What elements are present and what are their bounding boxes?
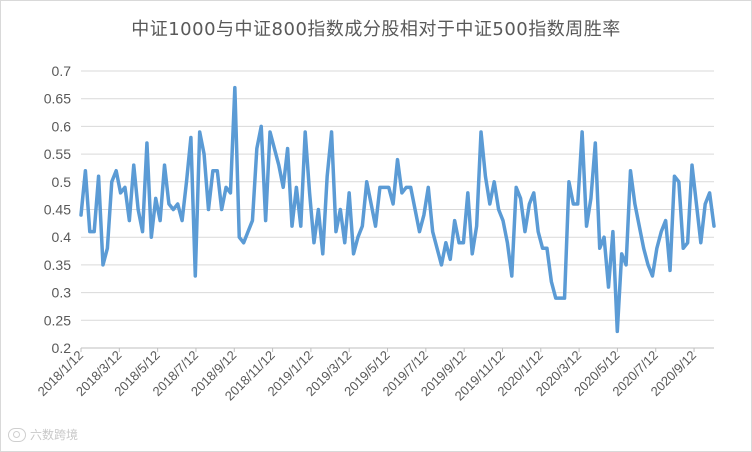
y-tick-label: 0.65 bbox=[44, 91, 71, 107]
y-tick-label: 0.5 bbox=[52, 174, 72, 190]
gridlines bbox=[81, 70, 714, 349]
series-group bbox=[79, 85, 716, 334]
y-tick-label: 0.7 bbox=[52, 63, 72, 79]
y-tick-label: 0.2 bbox=[52, 340, 72, 356]
y-tick-label: 0.6 bbox=[52, 118, 72, 134]
watermark: 六数跨境 bbox=[8, 426, 78, 443]
y-tick-label: 0.3 bbox=[52, 285, 72, 301]
watermark-text: 六数跨境 bbox=[30, 428, 79, 442]
y-tick-label: 0.35 bbox=[44, 257, 71, 273]
y-tick-label: 0.4 bbox=[52, 229, 72, 245]
y-tick-label: 0.45 bbox=[44, 202, 71, 218]
x-axis-ticks: 2018/1/122018/3/122018/5/122018/7/122018… bbox=[35, 348, 700, 404]
camera-lens-icon bbox=[8, 427, 26, 442]
y-axis-ticks: 0.2 0.25 0.3 0.35 0.4 0.45 0.5 0.55 0.6 0.65 0.7 bbox=[44, 63, 71, 356]
chart-title: 中证1000与中证800指数成分股相对于中证500指数周胜率 bbox=[131, 19, 621, 40]
y-tick-label: 0.25 bbox=[44, 312, 71, 328]
series-line bbox=[79, 85, 716, 334]
y-tick-label: 0.55 bbox=[44, 146, 71, 162]
